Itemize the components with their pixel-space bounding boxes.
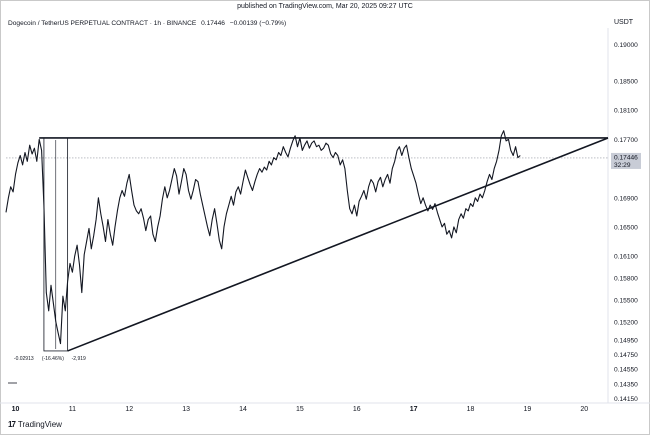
y-tick-label: 0.16900	[614, 195, 638, 202]
y-tick-label: 0.16100	[614, 254, 638, 261]
x-tick-label: 11	[69, 406, 76, 413]
price-tag	[611, 152, 641, 169]
x-tick-label: 18	[467, 406, 475, 413]
last-price: 0.17446	[201, 20, 225, 27]
y-tick-label: 0.14150	[614, 396, 638, 403]
y-tick-label: 0.15800	[614, 276, 638, 283]
tradingview-logo[interactable]: 17 TradingView	[8, 420, 62, 429]
y-tick-label: 0.14350	[614, 381, 638, 388]
x-tick-label: 15	[296, 406, 304, 413]
tradingview-logo-text: TradingView	[17, 420, 62, 429]
x-tick-label: 16	[353, 406, 361, 413]
x-tick-label: 14	[239, 406, 247, 413]
y-tick-label: 0.14550	[614, 367, 638, 374]
price-change: −0.00139 (−0.79%)	[229, 20, 287, 27]
y-tick-label: 0.15500	[614, 297, 638, 304]
price-line	[5, 130, 521, 345]
y-tick-label: 0.14950	[614, 338, 638, 345]
tradingview-logo-icon: 17	[8, 420, 16, 429]
measure-right-label: -2,919	[72, 356, 86, 362]
y-tick-label: 0.19000	[614, 42, 638, 49]
y-tick-label: 0.14750	[614, 352, 638, 359]
published-caption: published on TradingView.com, Mar 20, 20…	[237, 3, 413, 10]
x-tick-label: 10	[12, 406, 20, 413]
x-tick-label: 13	[182, 406, 190, 413]
price-tag-countdown: 32:29	[614, 162, 631, 169]
measure-pct-label: (-16.46%)	[42, 356, 64, 362]
x-tick-label: 12	[125, 406, 133, 413]
y-tick-label: 0.16500	[614, 224, 638, 231]
symbol-title[interactable]: Dogecoin / TetherUS PERPETUAL CONTRACT ·…	[8, 20, 197, 27]
symbol-header: Dogecoin / TetherUS PERPETUAL CONTRACT ·…	[8, 20, 289, 27]
price-tag-value: 0.17446	[614, 155, 638, 162]
currency-label[interactable]: USDT	[614, 19, 634, 26]
x-tick-label: 19	[524, 406, 532, 413]
x-tick-label: 20	[580, 406, 588, 413]
y-tick-label: 0.15200	[614, 319, 638, 326]
x-tick-label: 17	[410, 406, 418, 413]
measure-left-label: -0.02913	[14, 356, 34, 362]
y-tick-label: 0.18100	[614, 108, 638, 115]
y-tick-label: 0.17700	[614, 137, 638, 144]
support-trendline	[67, 137, 609, 352]
y-tick-label: 0.18500	[614, 79, 638, 86]
